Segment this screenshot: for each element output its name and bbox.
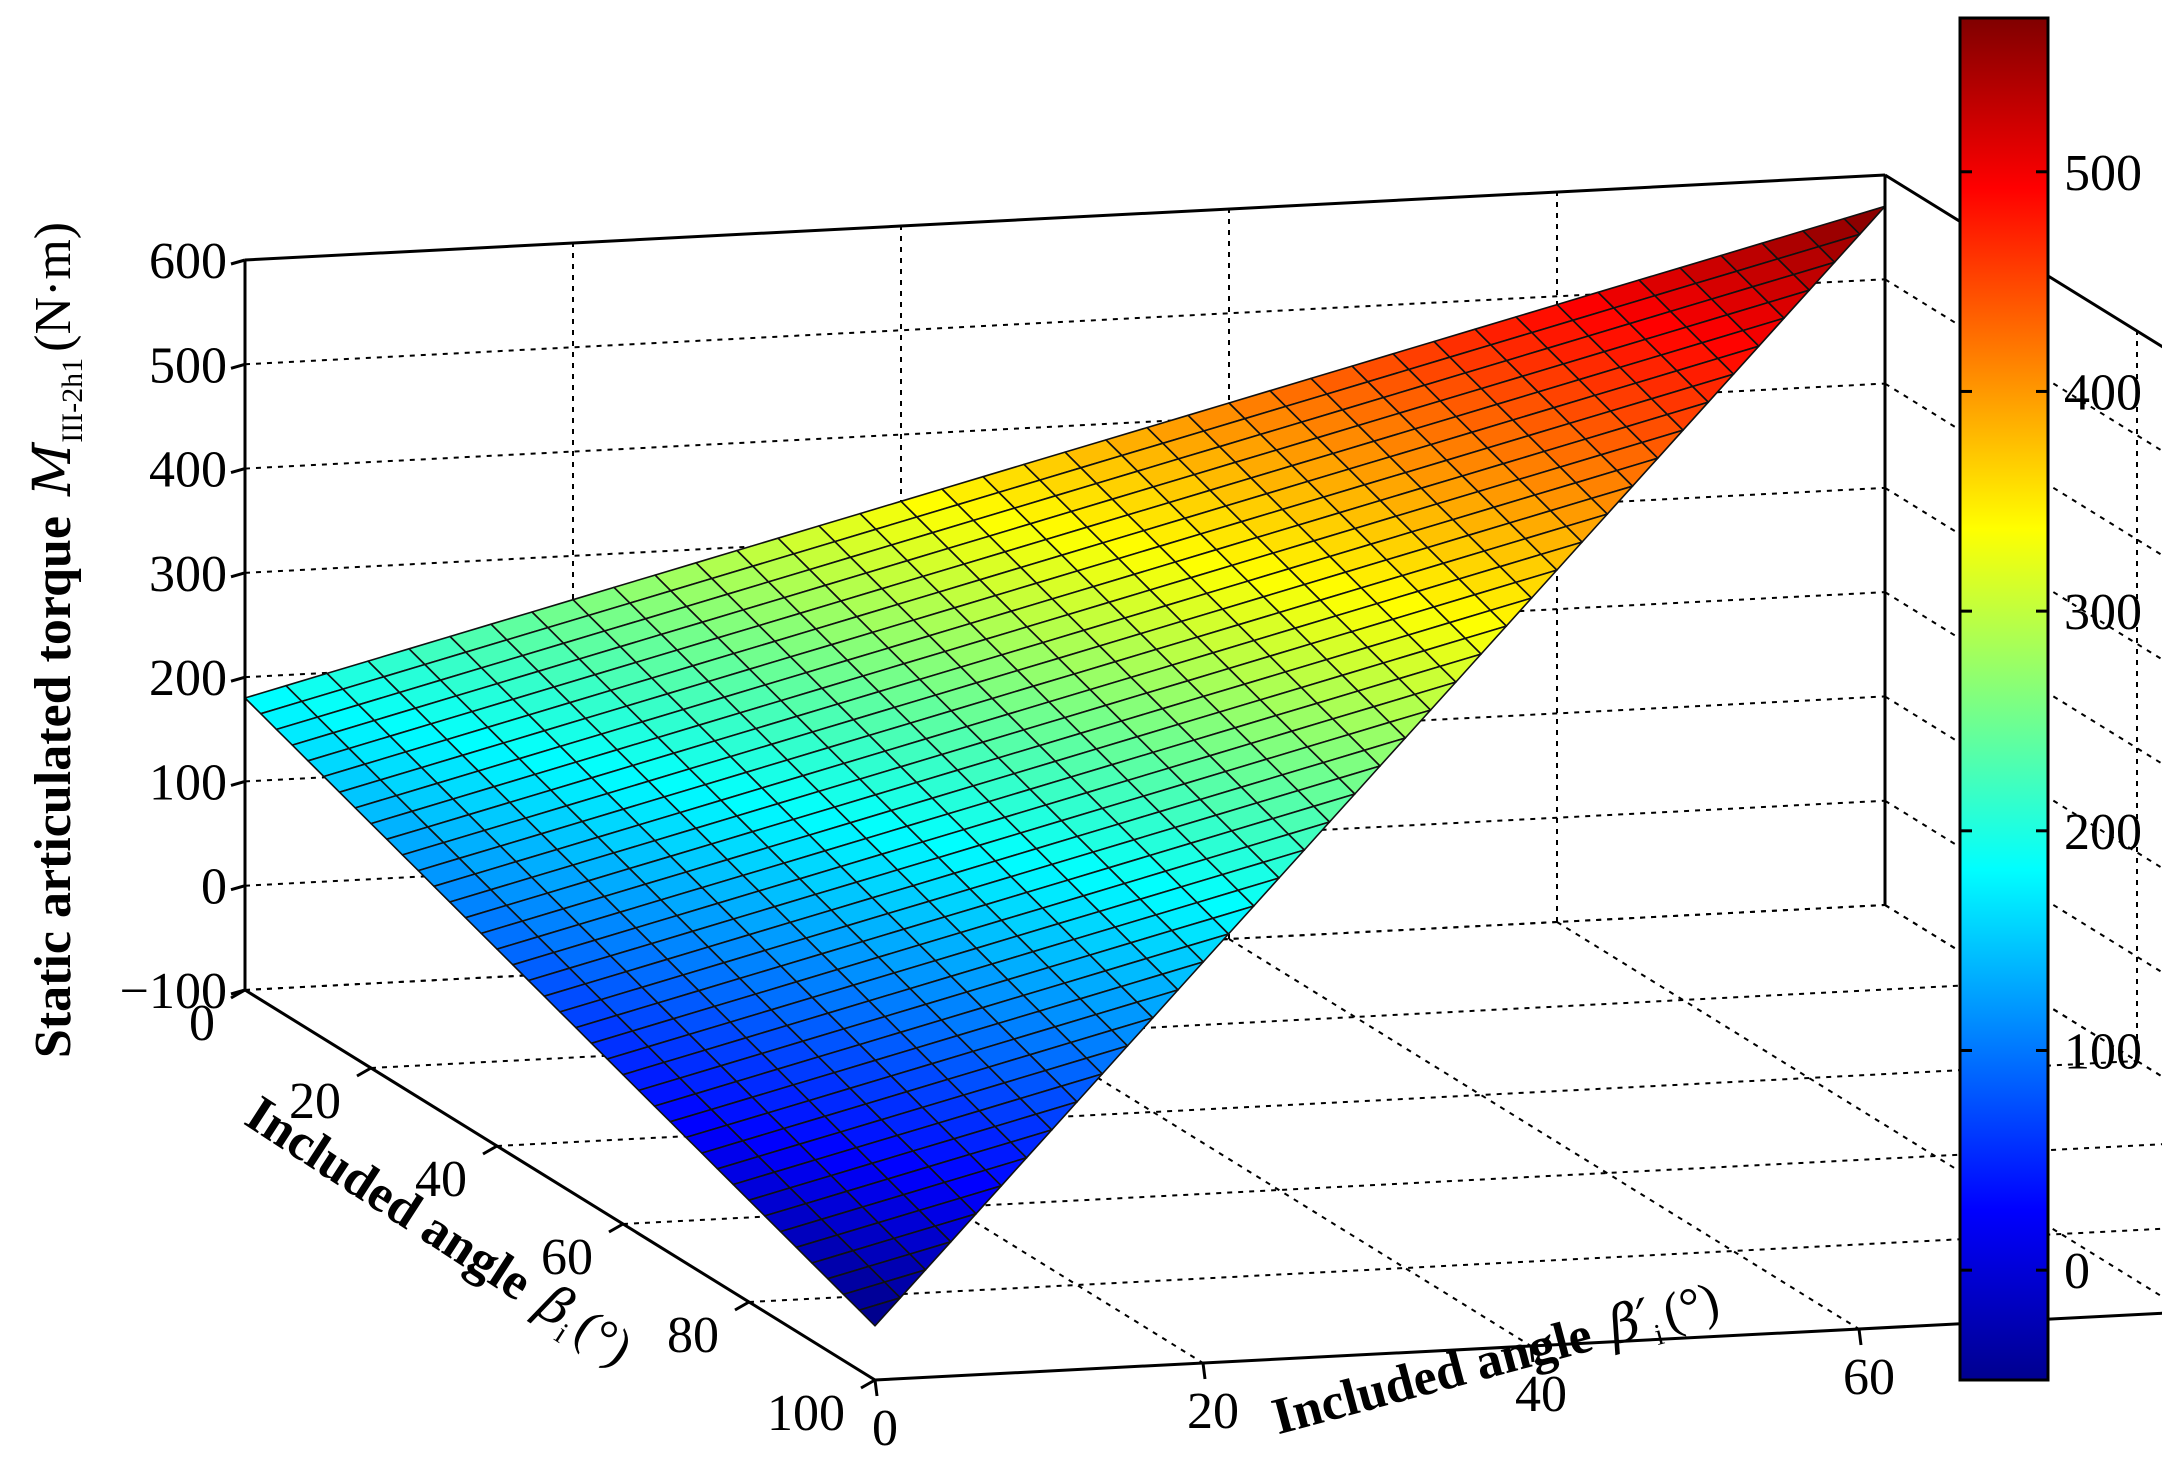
x-tick-label: 60 xyxy=(541,1229,593,1286)
wall-grid-line xyxy=(244,799,1886,887)
z-tick-label: 300 xyxy=(149,546,227,603)
surface-mesh xyxy=(244,205,1886,1327)
x-tick-label: 0 xyxy=(189,995,215,1052)
x-tick-mark xyxy=(860,1378,876,1390)
z-tick-label: 0 xyxy=(201,859,227,916)
y-tick-mark xyxy=(1529,1345,1535,1363)
x-tick-mark xyxy=(482,1144,498,1156)
y-tick-mark xyxy=(873,1379,879,1397)
floor-grid-line xyxy=(1228,938,1860,1330)
z-tick-mark xyxy=(230,467,246,475)
y-axis-title: Included angleβ′i(°) xyxy=(1266,1270,1727,1453)
z-tick-mark xyxy=(230,675,246,683)
z-tick-label: 600 xyxy=(149,233,227,290)
y-tick-mark xyxy=(1201,1362,1207,1380)
floor-grid-line xyxy=(496,1060,2138,1147)
x-tick-mark xyxy=(230,988,246,1000)
wall-grid-line xyxy=(244,904,1886,991)
x-tick-label: 40 xyxy=(415,1151,467,1208)
floor-grid-line xyxy=(1556,921,2162,1298)
colorbar-ticks: 0 100 200 300 400 500 xyxy=(1960,145,2142,1300)
z-tick-label: 400 xyxy=(149,442,227,499)
z-tick-mark xyxy=(230,779,246,787)
colorbar-tick-label: 200 xyxy=(2064,804,2142,861)
colorbar-tick-label: 300 xyxy=(2064,584,2142,641)
colorbar-tick-label: 400 xyxy=(2064,364,2142,421)
z-tick-label: −100 xyxy=(120,963,227,1020)
z-tick-label: 100 xyxy=(149,754,227,811)
z-tick-mark xyxy=(230,884,246,892)
y-tick-label: 60 xyxy=(1843,1349,1895,1406)
colorbar-tick-label: 0 xyxy=(2064,1243,2090,1300)
z-tick-mark xyxy=(230,258,246,266)
colorbar: 0 100 200 300 400 500 xyxy=(1958,16,2142,1382)
wall-grid-line xyxy=(244,695,1886,783)
z-tick-mark xyxy=(230,571,246,579)
axis-frame-line xyxy=(874,1311,2162,1382)
axis-frame-line xyxy=(244,988,876,1382)
floor-grid-line xyxy=(748,1227,2162,1303)
x-tick-label: 100 xyxy=(767,1385,845,1442)
floor-grid-line xyxy=(370,982,2012,1069)
colorbar-tick-label: 100 xyxy=(2064,1023,2142,1080)
z-axis-title: Static articulated torqueMIII-2h1(N·m) xyxy=(23,222,89,1058)
y-tick-label: 40 xyxy=(1515,1366,1567,1423)
colorbar-gradient xyxy=(1958,16,2050,1382)
x-tick-mark xyxy=(356,1066,372,1078)
wall-grid-line xyxy=(244,591,1886,679)
z-tick-label: 200 xyxy=(149,650,227,707)
axis-frame-line xyxy=(244,173,1886,262)
y-tick-label: 0 xyxy=(872,1400,898,1457)
y-tick-label: 20 xyxy=(1187,1383,1239,1440)
colorbar-tick-label: 500 xyxy=(2064,145,2142,202)
x-tick-mark xyxy=(734,1300,750,1312)
x-tick-mark xyxy=(608,1222,624,1234)
x-tick-label: 20 xyxy=(289,1073,341,1130)
z-tick-label: 500 xyxy=(149,337,227,394)
surface-patch xyxy=(858,1297,902,1327)
y-tick-mark xyxy=(1857,1328,1863,1346)
z-tick-mark xyxy=(230,362,246,370)
x-tick-label: 80 xyxy=(667,1307,719,1364)
